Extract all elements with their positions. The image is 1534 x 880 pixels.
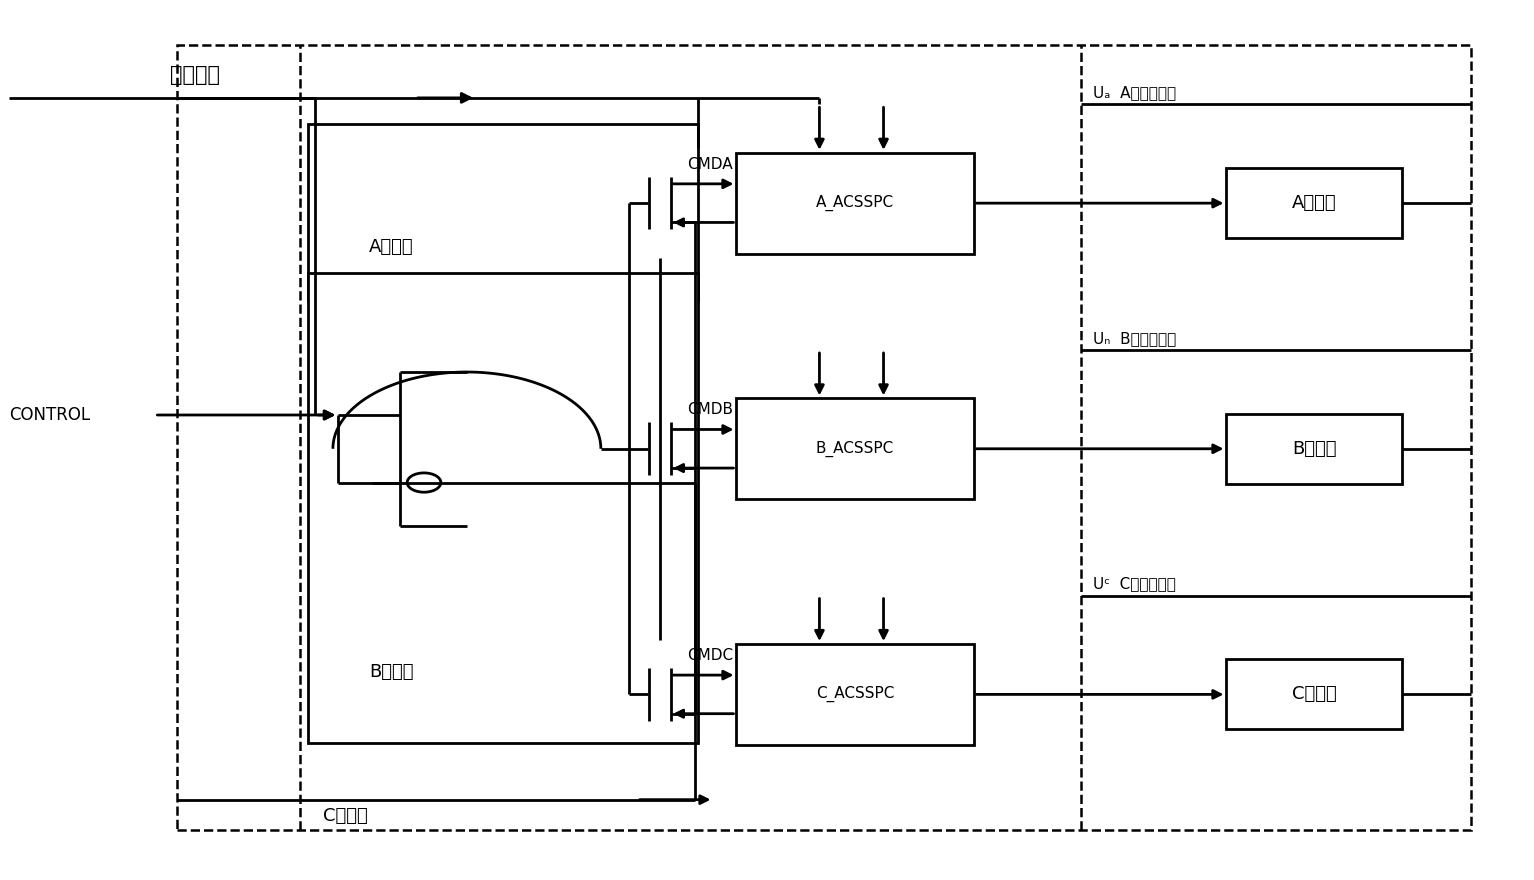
Text: Uₐ  A相电源输入: Uₐ A相电源输入 — [1094, 85, 1177, 100]
Text: Uₙ  B相电源输入: Uₙ B相电源输入 — [1094, 331, 1177, 346]
Text: B_ACSSPC: B_ACSSPC — [816, 441, 894, 457]
Text: Uᶜ  C相电源输入: Uᶜ C相电源输入 — [1094, 576, 1177, 591]
Text: A相保护: A相保护 — [368, 238, 414, 256]
Bar — [1226, 659, 1402, 730]
Bar — [1226, 168, 1402, 238]
Bar — [736, 153, 974, 253]
Text: CMDC: CMDC — [687, 648, 733, 663]
Text: C相负载: C相负载 — [1292, 686, 1336, 703]
Text: C_ACSSPC: C_ACSSPC — [816, 686, 894, 702]
Text: 复位信号: 复位信号 — [170, 65, 219, 84]
Text: B相负载: B相负载 — [1292, 440, 1336, 458]
Bar — [308, 124, 698, 300]
Text: C相保护: C相保护 — [324, 807, 368, 825]
Text: CMDA: CMDA — [687, 157, 733, 172]
Bar — [736, 399, 974, 499]
Bar — [1226, 414, 1402, 484]
Bar — [308, 274, 698, 743]
Text: CONTROL: CONTROL — [9, 406, 91, 424]
Text: A_ACSSPC: A_ACSSPC — [816, 195, 894, 211]
Bar — [178, 45, 1471, 831]
Bar — [736, 644, 974, 744]
Text: CMDB: CMDB — [687, 402, 733, 417]
Text: A相负载: A相负载 — [1292, 194, 1336, 212]
Text: B相保护: B相保护 — [368, 664, 413, 681]
